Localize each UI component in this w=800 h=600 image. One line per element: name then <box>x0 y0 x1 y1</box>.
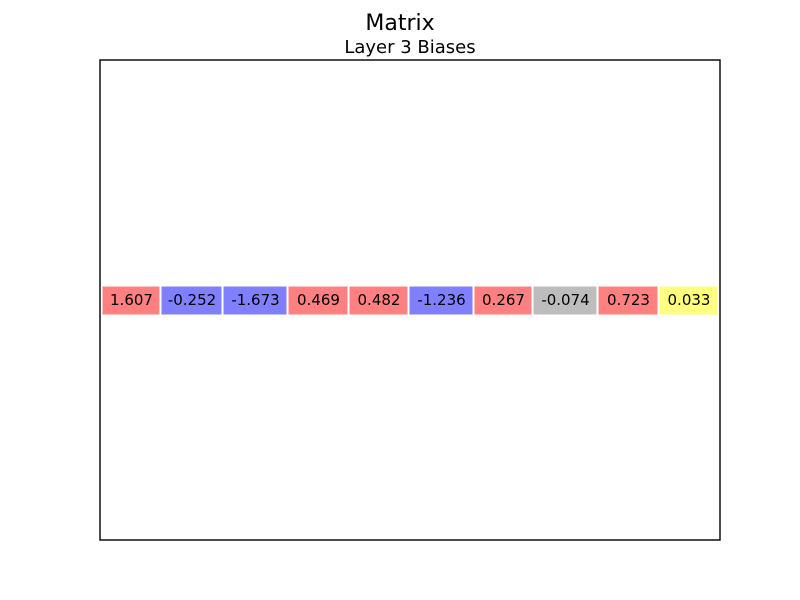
bias-cell-label-8: -0.074 <box>541 291 589 309</box>
bias-cell-label-5: 0.482 <box>358 291 401 309</box>
bias-cell-label-1: 1.607 <box>110 291 153 309</box>
bias-cell-4 <box>287 285 349 316</box>
axes-title: Layer 3 Biases <box>344 37 475 58</box>
bias-cell-label-3: -1.673 <box>231 291 279 309</box>
bias-cell-8 <box>532 285 598 316</box>
bias-cell-10 <box>658 285 719 316</box>
bias-cell-6 <box>408 285 474 316</box>
bias-cell-label-10: 0.033 <box>668 291 711 309</box>
bias-cell-label-7: 0.267 <box>482 291 525 309</box>
bias-cell-label-6: -1.236 <box>417 291 465 309</box>
bias-cell-1 <box>101 285 161 316</box>
axes-frame <box>99 59 721 541</box>
bias-cell-label-9: 0.723 <box>607 291 650 309</box>
bias-cell-label-2: -0.252 <box>168 291 216 309</box>
bias-cell-5 <box>348 285 409 316</box>
bias-cell-2 <box>160 285 223 316</box>
bias-cell-7 <box>473 285 533 316</box>
figure-suptitle: Matrix <box>365 11 434 36</box>
bias-cell-3 <box>222 285 288 316</box>
bias-cell-label-4: 0.469 <box>297 291 340 309</box>
bias-cells: 1.607 -0.252 -1.673 0.469 0.482 -1.236 0.267 -0… <box>101 285 719 316</box>
bias-cell-9 <box>597 285 659 316</box>
